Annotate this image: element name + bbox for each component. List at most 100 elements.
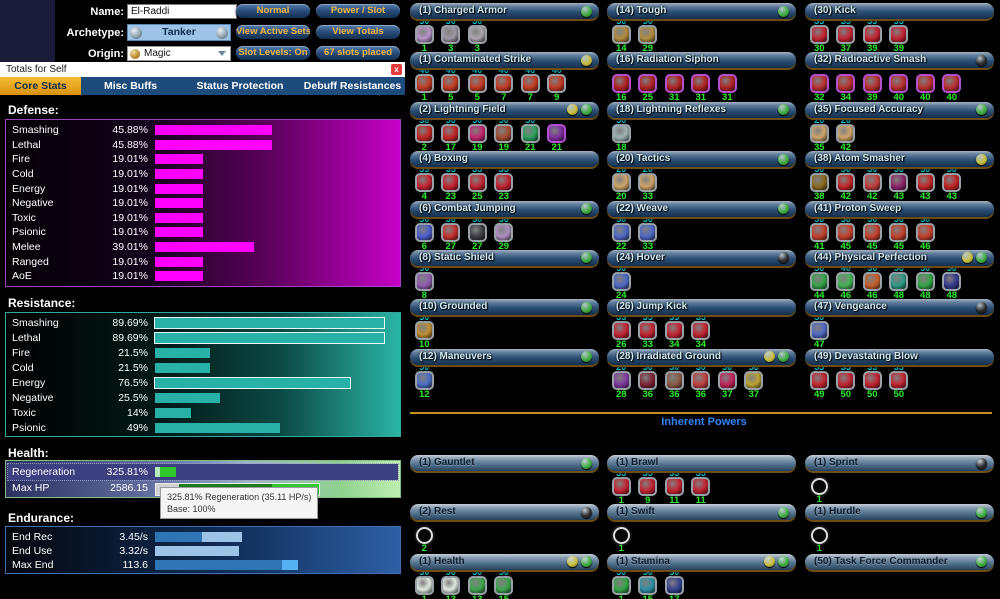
enhancement-slot[interactable]: 30 2 xyxy=(411,115,438,152)
power-1-swift[interactable]: (1) Swift xyxy=(607,504,796,521)
enhancement-slot[interactable]: 50 43 xyxy=(886,165,913,201)
enhancement-slot[interactable]: 30 3 xyxy=(438,17,465,53)
enhancement-slot[interactable]: 39 xyxy=(859,68,886,103)
enhancement-slot[interactable]: 30 27 xyxy=(438,214,465,251)
enhancement-slot[interactable]: 50 48 xyxy=(886,263,913,300)
enhancement-slot[interactable]: 35 11 xyxy=(661,469,688,505)
enhancement-slot[interactable]: 21 xyxy=(544,118,571,152)
enhancement-slot[interactable]: 50 37 xyxy=(714,362,741,399)
enhancement-slot[interactable]: 50 48 xyxy=(912,263,939,300)
enhancement-slot[interactable]: 20 42 xyxy=(833,115,860,152)
archetype-next-icon[interactable] xyxy=(216,27,228,39)
enhancement-slot[interactable]: 50 12 xyxy=(411,362,438,399)
power-2-rest[interactable]: (2) Rest xyxy=(410,504,599,521)
enhancement-slot[interactable]: 30 3 xyxy=(464,17,491,53)
enhancement-slot[interactable]: 35 50 xyxy=(833,362,860,399)
enhancement-slot[interactable]: 2 xyxy=(411,520,438,554)
enhancement-slot[interactable]: 30 36 xyxy=(661,362,688,399)
stat-row-aoe[interactable]: AoE 19.01% xyxy=(8,269,398,284)
stat-row-psionic[interactable]: Psionic 19.01% xyxy=(8,225,398,240)
power-2-lightning-field[interactable]: (2) Lightning Field xyxy=(410,101,599,118)
power-1-stamina[interactable]: (1) Stamina xyxy=(607,553,796,570)
character-name-input[interactable] xyxy=(127,4,237,19)
enhancement-slot[interactable]: 40 1 xyxy=(411,66,438,103)
enhancement-slot[interactable]: 20 28 xyxy=(608,362,635,399)
enhancement-slot[interactable]: 20 33 xyxy=(635,165,662,201)
enhancement-slot[interactable]: 50 44 xyxy=(806,263,833,300)
enhancement-slot[interactable]: 50 15 xyxy=(491,567,518,599)
enhancement-slot[interactable]: 1 xyxy=(806,471,833,504)
enhancement-slot[interactable]: 40 xyxy=(912,68,939,103)
stat-row-toxic[interactable]: Toxic 19.01% xyxy=(8,211,398,226)
enhancement-slot[interactable]: 50 46 xyxy=(912,214,939,251)
enhancement-slot[interactable]: 50 29 xyxy=(635,17,662,53)
power-18-lightning-reflexes[interactable]: (18) Lightning Reflexes xyxy=(607,101,796,118)
enhancement-slot[interactable]: 50 22 xyxy=(608,214,635,251)
stat-row-energy[interactable]: Energy 19.01% xyxy=(8,181,398,196)
power-1-charged-armor[interactable]: (1) Charged Armor xyxy=(410,3,599,19)
power-14-tough[interactable]: (14) Tough xyxy=(607,3,796,19)
power-4-boxing[interactable]: (4) Boxing xyxy=(410,151,599,168)
stat-row-melee[interactable]: Melee 39.01% xyxy=(8,240,398,255)
enhancement-slot[interactable]: 40 7 xyxy=(517,66,544,103)
enhancement-slot[interactable]: 35 23 xyxy=(491,165,518,201)
power-12-maneuvers[interactable]: (12) Maneuvers xyxy=(410,348,599,365)
origin-select[interactable]: Magic xyxy=(127,46,231,61)
enhancement-slot[interactable]: 35 34 xyxy=(661,313,688,350)
enhancement-slot[interactable]: 16 xyxy=(608,68,635,103)
enhancement-slot[interactable]: 50 27 xyxy=(464,214,491,251)
67-slots-placed-button[interactable]: 67 slots placed xyxy=(316,46,400,60)
stat-row-energy[interactable]: Energy 76.5% xyxy=(8,376,398,391)
enhancement-slot[interactable]: 40 9 xyxy=(544,66,571,103)
enhancement-slot[interactable]: 20 35 xyxy=(806,115,833,152)
stat-row-regeneration[interactable]: Regeneration 325.81% xyxy=(7,463,399,481)
stat-row-smashing[interactable]: Smashing 89.69% xyxy=(8,316,398,331)
enhancement-slot[interactable]: 25 xyxy=(635,68,662,103)
stat-row-lethal[interactable]: Lethal 89.69% xyxy=(8,331,398,346)
stat-row-end-rec[interactable]: End Rec 3.45/s xyxy=(8,530,398,544)
enhancement-slot[interactable]: 35 23 xyxy=(438,165,465,201)
archetype-selector[interactable]: Tanker xyxy=(127,24,231,41)
power-8-static-shield[interactable]: (8) Static Shield xyxy=(410,249,599,266)
stat-row-cold[interactable]: Cold 19.01% xyxy=(8,167,398,182)
enhancement-slot[interactable]: 1 xyxy=(806,520,833,554)
enhancement-slot[interactable]: 50 1 xyxy=(411,17,438,53)
power-slot-button[interactable]: Power / Slot xyxy=(316,4,400,18)
power-22-weave[interactable]: (22) Weave xyxy=(607,200,796,217)
power-30-kick[interactable]: (30) Kick xyxy=(805,3,994,19)
stat-row-max-end[interactable]: Max End 113.6 xyxy=(8,558,398,572)
enhancement-slot[interactable]: 50 6 xyxy=(411,214,438,251)
enhancement-slot[interactable]: 40 xyxy=(886,68,913,103)
tab-core-stats[interactable]: Core Stats xyxy=(0,77,81,95)
enhancement-slot[interactable]: 50 41 xyxy=(806,214,833,251)
enhancement-slot[interactable]: 50 43 xyxy=(912,165,939,201)
archetype-prev-icon[interactable] xyxy=(130,27,142,39)
power-49-devastating-blow[interactable]: (49) Devastating Blow xyxy=(805,348,994,365)
stat-row-toxic[interactable]: Toxic 14% xyxy=(8,405,398,420)
view-totals-button[interactable]: View Totals xyxy=(316,25,400,39)
enhancement-slot[interactable]: 50 45 xyxy=(886,214,913,251)
enhancement-slot[interactable]: 50 8 xyxy=(411,263,438,300)
power-44-physical-perfection[interactable]: (44) Physical Perfection xyxy=(805,249,994,266)
power-1-gauntlet[interactable]: (1) Gauntlet xyxy=(410,455,599,471)
enhancement-slot[interactable]: 20 20 xyxy=(608,165,635,201)
enhancement-slot[interactable]: 50 48 xyxy=(939,263,966,300)
tab-status-protection[interactable]: Status Protection xyxy=(196,80,284,92)
enhancement-slot[interactable]: 50 45 xyxy=(859,214,886,251)
power-1-sprint[interactable]: (1) Sprint xyxy=(805,455,994,471)
enhancement-slot[interactable]: 40 xyxy=(939,68,966,103)
power-38-atom-smasher[interactable]: (38) Atom Smasher xyxy=(805,151,994,168)
enhancement-slot[interactable]: 30 36 xyxy=(688,362,715,399)
stat-row-negative[interactable]: Negative 25.5% xyxy=(8,390,398,405)
enhancement-slot[interactable]: 35 9 xyxy=(635,469,662,505)
enhancement-slot[interactable]: 50 10 xyxy=(411,313,438,350)
slot-levels-on-button[interactable]: Slot Levels: On xyxy=(236,46,310,60)
power-10-grounded[interactable]: (10) Grounded xyxy=(410,299,599,316)
power-35-focused-accuracy[interactable]: (35) Focused Accuracy xyxy=(805,101,994,118)
enhancement-slot[interactable]: 50 19 xyxy=(491,115,518,152)
enhancement-slot[interactable]: 31 xyxy=(688,68,715,103)
enhancement-slot[interactable]: 50 43 xyxy=(939,165,966,201)
normal-button[interactable]: Normal xyxy=(236,4,310,18)
enhancement-slot[interactable]: 35 50 xyxy=(886,362,913,399)
power-41-proton-sweep[interactable]: (41) Proton Sweep xyxy=(805,200,994,217)
